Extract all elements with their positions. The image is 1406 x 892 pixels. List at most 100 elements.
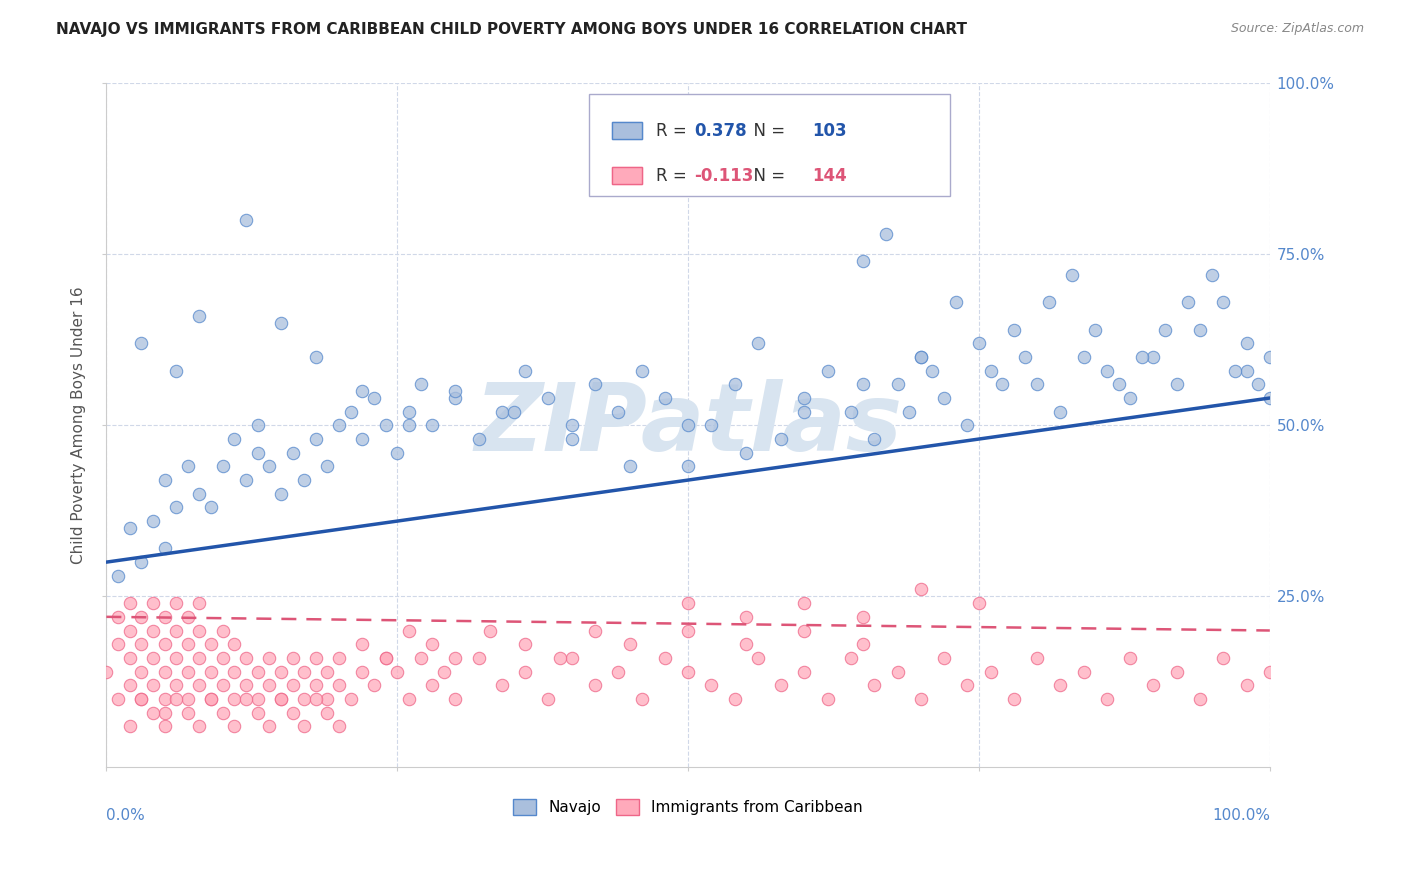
Point bbox=[467, 432, 489, 446]
Point bbox=[316, 459, 339, 474]
Point bbox=[352, 637, 374, 651]
Point bbox=[305, 432, 328, 446]
Point bbox=[352, 432, 374, 446]
Point bbox=[165, 678, 187, 692]
Point bbox=[1236, 336, 1258, 351]
Point bbox=[165, 500, 187, 515]
Point bbox=[1119, 391, 1142, 405]
Point bbox=[281, 678, 304, 692]
Point bbox=[420, 418, 443, 433]
Point bbox=[491, 678, 513, 692]
Point bbox=[1236, 678, 1258, 692]
Point bbox=[129, 336, 152, 351]
Point bbox=[270, 316, 292, 330]
Point bbox=[967, 596, 990, 610]
FancyBboxPatch shape bbox=[589, 94, 950, 196]
Text: 144: 144 bbox=[813, 167, 848, 185]
Point bbox=[281, 446, 304, 460]
Point bbox=[1177, 295, 1199, 310]
Point bbox=[188, 487, 211, 501]
Point bbox=[118, 719, 141, 733]
Bar bbox=[613, 122, 641, 139]
Point bbox=[224, 432, 246, 446]
Text: -0.113: -0.113 bbox=[695, 167, 754, 185]
Point bbox=[852, 377, 875, 392]
Point bbox=[328, 418, 350, 433]
Point bbox=[433, 665, 456, 679]
Text: N =: N = bbox=[742, 167, 790, 185]
Point bbox=[898, 405, 921, 419]
Point bbox=[793, 391, 815, 405]
Point bbox=[259, 719, 281, 733]
Point bbox=[1212, 651, 1234, 665]
Point bbox=[305, 692, 328, 706]
Point bbox=[153, 706, 176, 720]
Legend: Navajo, Immigrants from Caribbean: Navajo, Immigrants from Caribbean bbox=[508, 793, 869, 822]
Point bbox=[956, 418, 979, 433]
Point bbox=[211, 651, 233, 665]
Point bbox=[142, 624, 165, 638]
Point bbox=[153, 692, 176, 706]
Text: 0.378: 0.378 bbox=[695, 121, 747, 140]
Point bbox=[1002, 692, 1025, 706]
Point bbox=[118, 624, 141, 638]
Point bbox=[165, 596, 187, 610]
Point bbox=[676, 418, 699, 433]
Point bbox=[409, 377, 432, 392]
Point bbox=[235, 692, 257, 706]
Point bbox=[676, 459, 699, 474]
Point bbox=[177, 637, 200, 651]
Point bbox=[1223, 364, 1246, 378]
Point bbox=[188, 309, 211, 323]
Text: R =: R = bbox=[655, 167, 692, 185]
Point bbox=[619, 637, 641, 651]
Point bbox=[770, 432, 793, 446]
Point bbox=[281, 706, 304, 720]
Point bbox=[817, 364, 839, 378]
Point bbox=[129, 555, 152, 569]
Point bbox=[292, 473, 315, 487]
Point bbox=[910, 692, 932, 706]
Point bbox=[165, 651, 187, 665]
Point bbox=[305, 651, 328, 665]
Point bbox=[305, 678, 328, 692]
Point bbox=[700, 678, 723, 692]
Point bbox=[1026, 651, 1049, 665]
Point bbox=[235, 213, 257, 227]
Point bbox=[910, 350, 932, 364]
Point bbox=[956, 678, 979, 692]
Point bbox=[852, 610, 875, 624]
Point bbox=[654, 391, 676, 405]
Point bbox=[328, 678, 350, 692]
Point bbox=[1108, 377, 1130, 392]
Point bbox=[235, 651, 257, 665]
Point bbox=[886, 377, 908, 392]
Point bbox=[200, 500, 222, 515]
Point bbox=[980, 364, 1002, 378]
Point bbox=[444, 651, 467, 665]
Point bbox=[607, 405, 630, 419]
Point bbox=[1119, 651, 1142, 665]
Point bbox=[211, 678, 233, 692]
Point bbox=[793, 405, 815, 419]
Point bbox=[515, 665, 537, 679]
Point bbox=[177, 665, 200, 679]
Point bbox=[747, 336, 769, 351]
Point bbox=[328, 719, 350, 733]
Point bbox=[676, 665, 699, 679]
Point bbox=[398, 692, 420, 706]
Point bbox=[363, 391, 385, 405]
Point bbox=[270, 692, 292, 706]
Point bbox=[118, 521, 141, 535]
Point bbox=[491, 405, 513, 419]
Point bbox=[875, 227, 897, 241]
Point bbox=[1247, 377, 1270, 392]
Point bbox=[259, 678, 281, 692]
Point bbox=[270, 665, 292, 679]
Point bbox=[793, 596, 815, 610]
Point bbox=[374, 418, 396, 433]
Point bbox=[770, 678, 793, 692]
Point bbox=[129, 692, 152, 706]
Point bbox=[467, 651, 489, 665]
Point bbox=[444, 391, 467, 405]
